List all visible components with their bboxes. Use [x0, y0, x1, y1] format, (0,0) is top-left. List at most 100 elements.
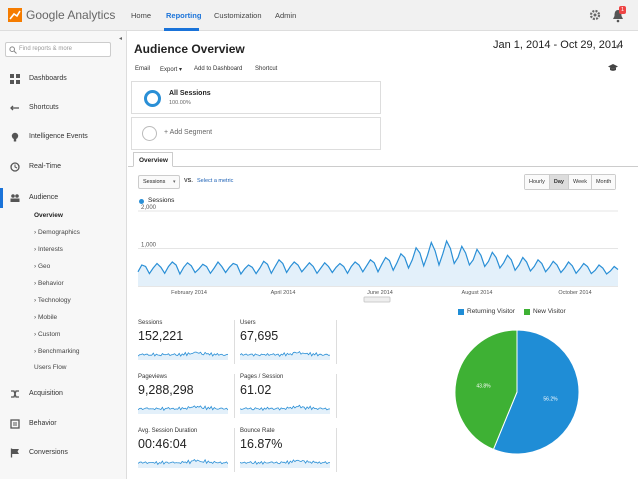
sidebar-sub-custom[interactable]: › Custom [34, 331, 61, 338]
sidebar-sub-label: Mobile [37, 314, 58, 321]
sidebar-item-label: Acquisition [29, 390, 63, 397]
stat-sparkline [138, 458, 228, 468]
people-icon [10, 194, 20, 202]
chart-x-tick-label: April 2014 [271, 290, 296, 296]
stat-label: Sessions [138, 320, 163, 326]
sidebar-item-shortcuts[interactable]: Shortcuts [0, 98, 126, 118]
chart-resize-handle[interactable] [363, 296, 391, 303]
sidebar-item-label: Intelligence Events [29, 133, 88, 140]
chart-x-tick-label: June 2014 [367, 290, 393, 296]
sidebar-sub-label: Demographics [37, 229, 80, 236]
granularity-toggle: Hourly Day Week Month [524, 174, 617, 190]
sidebar-item-behavior[interactable]: Behavior [0, 414, 126, 434]
sparkline-area [138, 405, 228, 414]
top-bar: Google Analytics Home Reporting Customiz… [0, 0, 638, 31]
shortcut-button[interactable]: Shortcut [255, 66, 278, 72]
sidebar-sub-demographics[interactable]: › Demographics [34, 229, 80, 236]
email-button[interactable]: Email [135, 66, 151, 72]
segment-circle-icon [144, 90, 161, 107]
sidebar-sub-interests[interactable]: › Interests [34, 246, 63, 253]
nav-active-indicator [164, 28, 199, 31]
sidebar-sub-label: Interests [37, 246, 63, 253]
sidebar-item-realtime[interactable]: Real-Time [0, 157, 126, 177]
sidebar-item-label: Shortcuts [29, 104, 59, 111]
stat-pageviews: Pageviews 9,288,298 [138, 374, 232, 418]
stat-value: 152,221 [138, 329, 184, 343]
sparkline-area [138, 459, 228, 468]
sessions-legend-label: Sessions [148, 197, 175, 204]
sparkline-line [138, 405, 228, 412]
date-range-picker[interactable]: Jan 1, 2014 - Oct 29, 2014 [493, 39, 624, 51]
granularity-day[interactable]: Day [549, 175, 569, 189]
sidebar-sub-technology[interactable]: › Technology [34, 297, 71, 304]
arrow-left-right-icon [10, 105, 19, 111]
sidebar-sub-overview[interactable]: Overview [34, 212, 63, 219]
empty-circle-icon [142, 126, 157, 141]
nav-reporting[interactable]: Reporting [166, 11, 202, 20]
tab-divider [128, 166, 638, 167]
gear-icon[interactable] [589, 9, 601, 21]
nav-admin[interactable]: Admin [275, 11, 297, 20]
sidebar-sub-users-flow[interactable]: Users Flow [34, 364, 67, 371]
add-to-dashboard-button[interactable]: Add to Dashboard [194, 66, 243, 72]
sidebar-sub-label: Custom [37, 331, 61, 338]
sidebar-item-intelligence-events[interactable]: Intelligence Events [0, 127, 126, 147]
graduation-cap-icon[interactable] [608, 64, 618, 72]
tab-overview[interactable]: Overview [133, 152, 173, 167]
stat-divider [336, 320, 337, 364]
flag-icon [10, 448, 19, 458]
split-arrow-icon [11, 390, 19, 398]
stat-label: Users [240, 320, 256, 326]
sidebar-sub-geo[interactable]: › Geo [34, 263, 51, 270]
segment-all-sessions[interactable]: All Sessions 100.00% [131, 81, 381, 114]
stat-sparkline [138, 405, 228, 414]
sidebar-item-label: Behavior [29, 420, 57, 427]
stat-value: 00:46:04 [138, 437, 187, 451]
sparkline-area [240, 459, 330, 468]
sidebar-item-acquisition[interactable]: Acquisition [0, 384, 126, 404]
search-placeholder: Find reports & more [19, 46, 73, 52]
sidebar-sub-mobile[interactable]: › Mobile [34, 314, 58, 321]
chevron-down-icon[interactable]: ▾ [616, 44, 620, 51]
sidebar-item-conversions[interactable]: Conversions [0, 443, 126, 463]
legend-swatch-returning [458, 308, 464, 315]
collapse-sidebar-icon[interactable]: ◂ [119, 36, 123, 42]
stat-pages-per-session: Pages / Session 61.02 [240, 374, 334, 418]
sidebar-sub-benchmarking[interactable]: › Benchmarking [34, 348, 80, 355]
sidebar-item-label: Real-Time [29, 163, 62, 170]
sidebar-sub-behavior[interactable]: › Behavior [34, 280, 64, 287]
export-button[interactable]: Export ▾ [160, 67, 183, 73]
metric-select-value: Sessions [143, 179, 166, 185]
granularity-month[interactable]: Month [591, 175, 616, 189]
stat-label: Pageviews [138, 374, 168, 380]
nav-home[interactable]: Home [131, 11, 152, 20]
stat-value: 16.87% [240, 437, 283, 451]
segment-percentage: 100.00% [169, 100, 191, 106]
chart-y-tick-label: 2,000 [141, 205, 157, 211]
stat-bounce-rate: Bounce Rate 16.87% [240, 428, 334, 472]
ga-logo[interactable]: Google Analytics [8, 8, 115, 22]
chevron-down-icon: ▾ [173, 179, 176, 185]
pie-slice-new[interactable] [454, 329, 518, 451]
sessions-area [138, 241, 618, 286]
legend-label-new: New Visitor [532, 308, 566, 315]
pie-legend: Returning Visitor New Visitor [458, 308, 566, 315]
legend-swatch-new [523, 308, 530, 315]
stat-avg-session-duration: Avg. Session Duration 00:46:04 [138, 428, 232, 472]
segment-title: All Sessions [169, 90, 211, 97]
sidebar-sub-label: Benchmarking [37, 348, 80, 355]
nav-customization[interactable]: Customization [214, 11, 262, 20]
sparkline-line [240, 350, 330, 357]
pie-slice-label: 43.8% [476, 383, 491, 389]
add-segment-button[interactable]: + Add Segment [131, 117, 381, 150]
granularity-hourly[interactable]: Hourly [525, 175, 550, 189]
search-input[interactable]: Find reports & more [5, 42, 111, 57]
add-segment-label: + Add Segment [164, 129, 213, 136]
granularity-week[interactable]: Week [569, 175, 592, 189]
sidebar-item-dashboards[interactable]: Dashboards [0, 69, 126, 89]
sidebar-item-audience[interactable]: Audience [0, 188, 126, 208]
notifications-button[interactable]: 1 [612, 6, 628, 24]
select-metric-link[interactable]: Select a metric [197, 178, 234, 184]
metric-select[interactable]: Sessions ▾ [138, 175, 180, 189]
pie-slice-returning[interactable] [492, 329, 580, 455]
